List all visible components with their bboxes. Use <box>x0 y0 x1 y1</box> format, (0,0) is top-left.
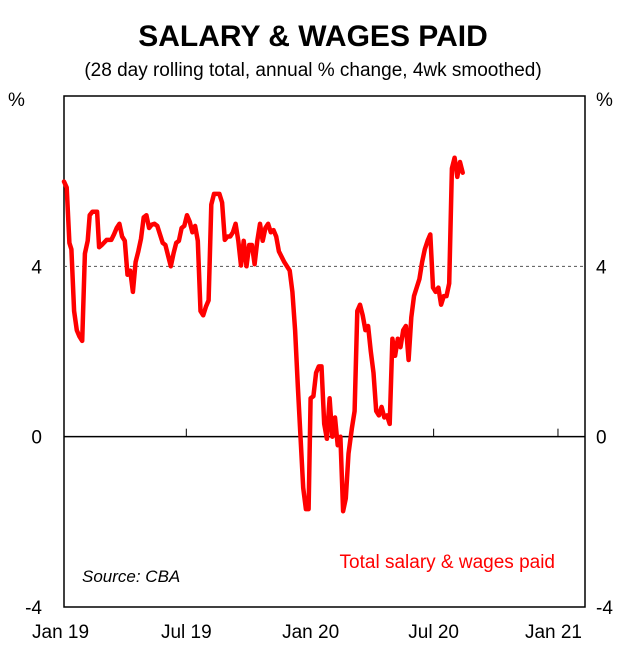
y-tick-label-right: 0 <box>596 428 607 449</box>
plot-frame <box>63 95 586 608</box>
source-note: Source: CBA <box>82 567 180 586</box>
right-unit-label: % <box>596 90 613 111</box>
y-tick-label-right: -4 <box>596 598 613 619</box>
legend-label: Total salary & wages paid <box>340 552 555 573</box>
x-tick-label: Jan 19 <box>32 622 89 643</box>
y-axis: -4 -4 0 0 4 4 <box>25 257 613 619</box>
x-tick-label: Jul 20 <box>408 622 459 643</box>
chart-title: SALARY & WAGES PAID <box>138 20 487 53</box>
left-unit-label: % <box>8 90 25 111</box>
x-tick-label: Jul 19 <box>161 622 212 643</box>
series-line <box>61 155 465 514</box>
y-tick-label-left: 4 <box>31 257 42 278</box>
y-tick-label-left: -4 <box>25 598 42 619</box>
x-tick-label: Jan 21 <box>525 622 582 643</box>
y-tick-label-right: 4 <box>596 257 607 278</box>
x-axis: Jan 19 Jul 19 Jan 20 Jul 20 Jan 21 <box>32 428 582 643</box>
y-tick-label-left: 0 <box>31 428 42 449</box>
chart-subtitle: (28 day rolling total, annual % change, … <box>84 60 541 81</box>
x-tick-label: Jan 20 <box>282 622 339 643</box>
series-group <box>61 155 465 514</box>
